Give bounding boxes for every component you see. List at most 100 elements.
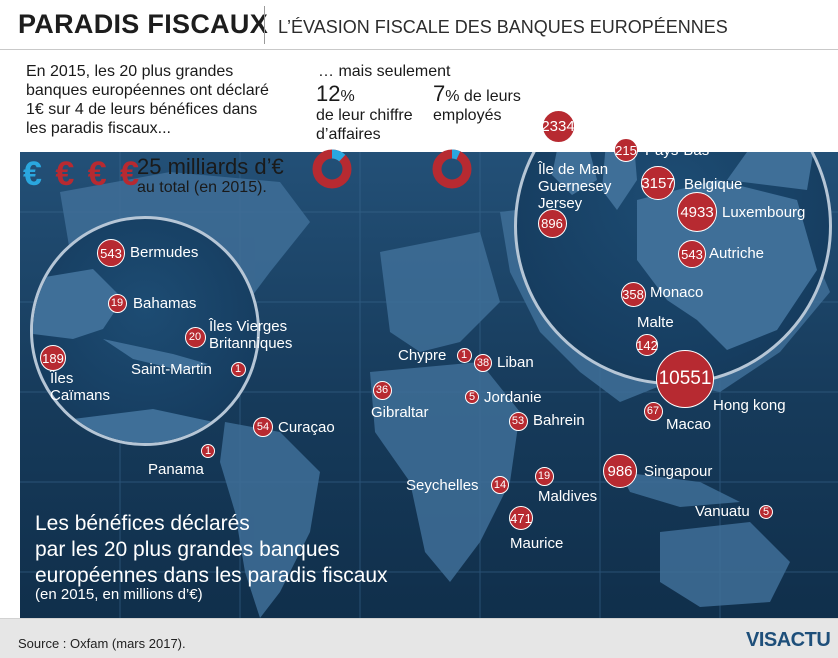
place-name: Saint-Martin — [131, 361, 212, 378]
value-bubble: 4933 — [677, 192, 717, 232]
place-label: Autriche — [709, 245, 764, 262]
footer: Source : Oxfam (mars 2017). VISACTU — [0, 618, 838, 658]
value-bubble: 5 — [465, 390, 479, 404]
value-bubble: 543 — [678, 240, 706, 268]
place-label: Luxembourg — [722, 204, 805, 221]
place-label: Panama — [148, 461, 204, 478]
place-name: Jordanie — [484, 389, 542, 406]
caribbean-zoom-circle — [30, 216, 260, 446]
legend-title: Les bénéfices déclarés par les 20 plus g… — [35, 511, 388, 589]
value-bubble: 215 — [614, 138, 638, 162]
value-bubble: 20 — [184, 326, 206, 348]
place-label: Macao — [666, 416, 711, 433]
place-name: Seychelles — [406, 477, 479, 494]
value-bubble: 2334 — [541, 109, 575, 143]
mais-lead: … mais seulement — [318, 63, 451, 80]
value-bubble: 1 — [201, 444, 215, 458]
place-label: Seychelles — [406, 477, 479, 494]
intro-line-4: les paradis fiscaux... — [26, 120, 171, 137]
header-divider — [264, 6, 265, 44]
value-bubble: 38 — [474, 354, 492, 372]
place-label: Malte — [637, 314, 674, 331]
value-bubble: 53 — [508, 411, 528, 431]
value-bubble: 19 — [107, 293, 127, 313]
place-label: Île de Man Guernesey Jersey — [538, 161, 611, 212]
place-name: Singapour — [644, 463, 713, 480]
place-name: Liban — [497, 354, 534, 371]
legend-line-3: européennes dans les paradis fiscaux — [35, 564, 388, 587]
euro-icon: € — [55, 155, 75, 193]
euro-icon: € — [87, 155, 107, 193]
place-label: Saint-Martin — [131, 361, 212, 378]
donut-share — [312, 149, 352, 189]
place-name: Bermudes — [130, 244, 199, 261]
ca-block: 12% de leur chiffre d’affaires — [316, 81, 413, 144]
place-name: Îles — [50, 370, 74, 387]
place-name: Chypre — [398, 347, 447, 364]
place-name: Jersey — [538, 195, 583, 212]
value-bubble: 1 — [230, 361, 246, 377]
euro-icon: € — [23, 155, 42, 193]
place-label: Vanuatu — [695, 503, 750, 520]
intro-line-3: 1€ sur 4 de leurs bénéfices dans — [26, 101, 258, 118]
place-name: Monaco — [650, 284, 704, 301]
place-label: Îles Vierges Britanniques — [209, 318, 292, 352]
place-label: Singapour — [644, 463, 712, 480]
place-name: Luxembourg — [722, 204, 806, 221]
emp-block: 7% de leurs employés — [433, 81, 521, 125]
donut-share — [432, 149, 472, 189]
value-bubble: 10551 — [656, 350, 714, 408]
place-name: Vanuatu — [695, 503, 750, 520]
place-label: Hong kong — [713, 397, 786, 414]
emp-label-2: employés — [433, 107, 502, 124]
legend-line-2: par les 20 plus grandes banques — [35, 538, 340, 561]
place-label: Chypre — [398, 347, 446, 364]
euros-total-period: au total (en 2015). — [137, 179, 267, 196]
place-name: Irlande — [588, 117, 634, 134]
place-label: Monaco — [650, 284, 703, 301]
place-label: Gibraltar — [371, 404, 429, 421]
intro-line-2: banques européennes ont déclaré — [26, 82, 269, 99]
place-label: Liban — [497, 354, 534, 371]
value-bubble: 986 — [603, 454, 637, 488]
place-name: Île de Man — [538, 161, 609, 178]
euros-total-amount: 25 milliards d’€ — [137, 154, 284, 179]
value-bubble: 36 — [372, 380, 392, 400]
legend-line-1: Les bénéfices déclarés — [35, 512, 250, 535]
place-label: Bahrein — [533, 412, 585, 429]
place-name: Hong kong — [713, 397, 786, 414]
value-bubble: 19 — [534, 466, 554, 486]
value-bubble: 54 — [253, 417, 273, 437]
ca-label-2: d’affaires — [316, 126, 381, 143]
intro-text: En 2015, les 20 plus grandes banques eur… — [26, 62, 269, 138]
value-bubble: 358 — [620, 281, 646, 307]
place-name: Guernesey — [538, 178, 612, 195]
emp-value: 7 — [433, 81, 446, 106]
ca-value: 12 — [316, 81, 341, 106]
emp-unit: % de leurs — [445, 88, 521, 105]
euro-icon: € — [120, 155, 140, 193]
place-label: Curaçao — [278, 419, 335, 436]
ca-unit: % — [340, 88, 355, 105]
euros-total-text: 25 milliards d’€ au total (en 2015). — [137, 156, 284, 197]
value-bubble: 14 — [491, 476, 509, 494]
place-label: Belgique — [684, 176, 742, 193]
page-title: PARADIS FISCAUX — [18, 9, 269, 39]
place-label: Pays-Bas — [645, 142, 709, 159]
place-label: Bermudes — [130, 244, 198, 261]
value-bubble: 1 — [456, 347, 472, 363]
place-label: Maldives — [538, 488, 597, 505]
place-name: Îles Vierges — [209, 318, 288, 335]
source-text: Source : Oxfam (mars 2017). — [18, 636, 186, 651]
caribbean-land — [33, 269, 254, 443]
place-name: Pays-Bas — [645, 142, 710, 159]
euro-symbols: € € € € — [23, 155, 139, 194]
page-subtitle: L’ÉVASION FISCALE DES BANQUES EUROPÉENNE… — [278, 17, 728, 37]
value-bubble: 189 — [40, 345, 66, 371]
place-label: Jordanie — [484, 389, 542, 406]
visactu-logo: VISACTU — [746, 629, 831, 651]
place-name: Malte — [637, 314, 674, 331]
place-name: Autriche — [709, 245, 765, 262]
value-bubble: 5 — [759, 505, 773, 519]
place-name: Britanniques — [209, 335, 293, 352]
